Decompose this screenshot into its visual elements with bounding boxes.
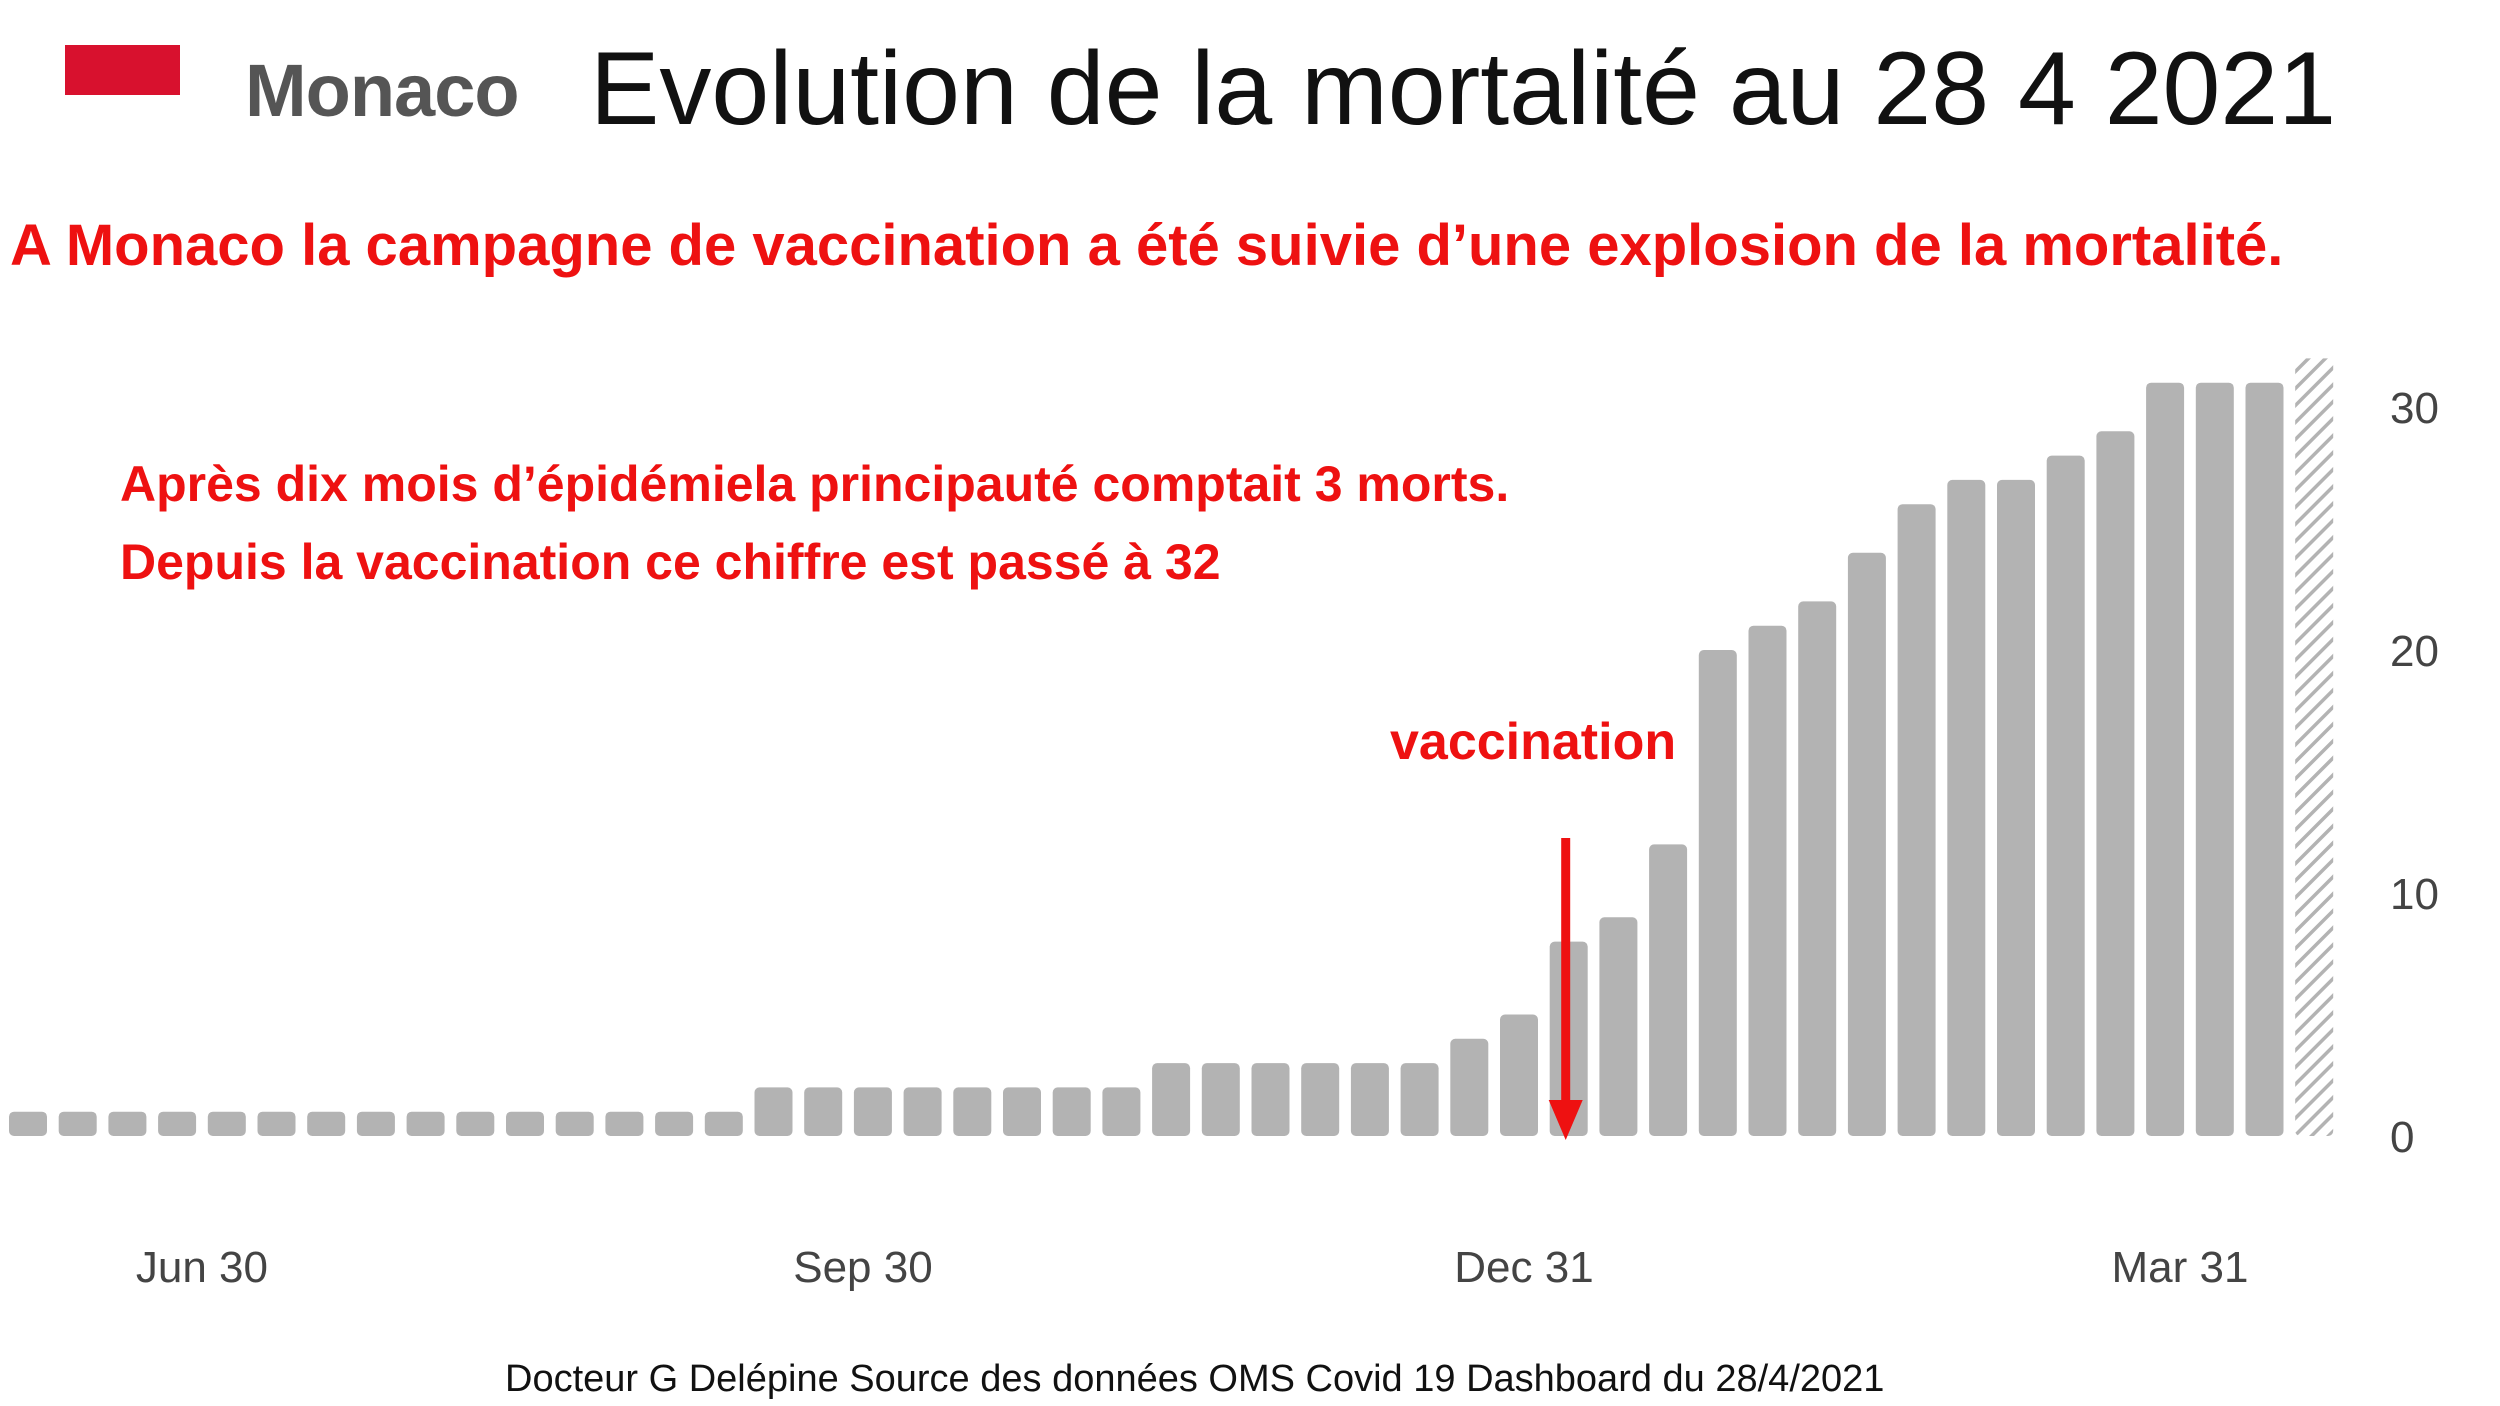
- bar-week-20: [953, 1087, 992, 1136]
- bar-week-4: [158, 1111, 197, 1136]
- bar-week-12: [555, 1111, 594, 1136]
- bar-week-17: [804, 1087, 843, 1136]
- bar-week-16: [754, 1087, 793, 1136]
- bar-week-7: [307, 1111, 346, 1136]
- annotation-line-1: Après dix mois d’épidémiela principauté …: [120, 456, 1510, 512]
- bar-week-39: [1897, 504, 1936, 1136]
- bar-week-23: [1102, 1087, 1141, 1136]
- y-tick-label: 20: [2390, 627, 2439, 676]
- bar-partial-week: [2295, 358, 2334, 1136]
- arrow-head: [1548, 1100, 1583, 1140]
- bar-week-30: [1450, 1038, 1489, 1136]
- bar-week-38: [1847, 552, 1886, 1136]
- vaccination-label: vaccination: [1390, 713, 1677, 771]
- page-title: Evolution de la mortalité au 28 4 2021: [590, 31, 2337, 147]
- bar-week-10: [456, 1111, 495, 1136]
- x-axis: Jun 30 Sep 30 Dec 31 Mar 31: [136, 1243, 2249, 1292]
- bar-week-3: [108, 1111, 147, 1136]
- monaco-flag: [65, 45, 180, 95]
- bar-week-46: [2245, 382, 2284, 1136]
- x-tick-label: Mar 31: [2112, 1243, 2249, 1292]
- bar-week-37: [1798, 601, 1837, 1136]
- vaccination-arrow: [1548, 838, 1583, 1140]
- bar-week-14: [655, 1111, 694, 1136]
- x-tick-label: Jun 30: [136, 1243, 268, 1292]
- bar-week-43: [2096, 431, 2135, 1136]
- x-tick-label: Dec 31: [1454, 1243, 1593, 1292]
- bar-week-44: [2146, 382, 2185, 1136]
- y-axis: 0 10 20 30: [2390, 384, 2439, 1162]
- subtitle: A Monaco la campagne de vaccination a ét…: [10, 213, 2284, 278]
- bar-week-45: [2195, 382, 2234, 1136]
- bar-week-22: [1052, 1087, 1091, 1136]
- country-name: Monaco: [245, 49, 520, 132]
- bar-week-33: [1599, 917, 1638, 1136]
- bar-week-11: [506, 1111, 544, 1136]
- bar-week-40: [1947, 479, 1986, 1136]
- bar-week-9: [406, 1111, 445, 1136]
- bar-week-27: [1301, 1063, 1340, 1136]
- bar-week-8: [356, 1111, 395, 1136]
- bar-series: [9, 358, 2334, 1137]
- bar-week-35: [1698, 650, 1737, 1136]
- y-tick-label: 0: [2390, 1113, 2414, 1162]
- bar-week-28: [1350, 1063, 1389, 1136]
- bar-week-18: [853, 1087, 892, 1136]
- y-tick-label: 30: [2390, 384, 2439, 433]
- x-tick-label: Sep 30: [793, 1243, 932, 1292]
- bar-week-36: [1748, 625, 1787, 1136]
- bar-week-34: [1649, 844, 1688, 1136]
- bar-week-21: [1003, 1087, 1041, 1136]
- bar-week-29: [1400, 1063, 1439, 1136]
- bar-week-24: [1152, 1063, 1191, 1136]
- bar-week-42: [2046, 455, 2085, 1137]
- bar-week-15: [704, 1111, 743, 1136]
- bar-week-26: [1251, 1063, 1290, 1136]
- bar-week-2: [58, 1111, 97, 1136]
- bar-week-5: [207, 1111, 246, 1136]
- bar-week-25: [1201, 1063, 1240, 1136]
- bar-week-19: [903, 1087, 942, 1136]
- bar-week-6: [257, 1111, 296, 1136]
- bar-week-31: [1500, 1014, 1538, 1136]
- bar-week-13: [605, 1111, 644, 1136]
- annotation-line-2: Depuis la vaccination ce chiffre est pas…: [120, 534, 1221, 590]
- bar-week-41: [1997, 479, 2035, 1136]
- bar-week-1: [9, 1111, 47, 1136]
- source-caption: Docteur G Delépine Source des données OM…: [505, 1358, 1885, 1400]
- y-tick-label: 10: [2390, 870, 2439, 919]
